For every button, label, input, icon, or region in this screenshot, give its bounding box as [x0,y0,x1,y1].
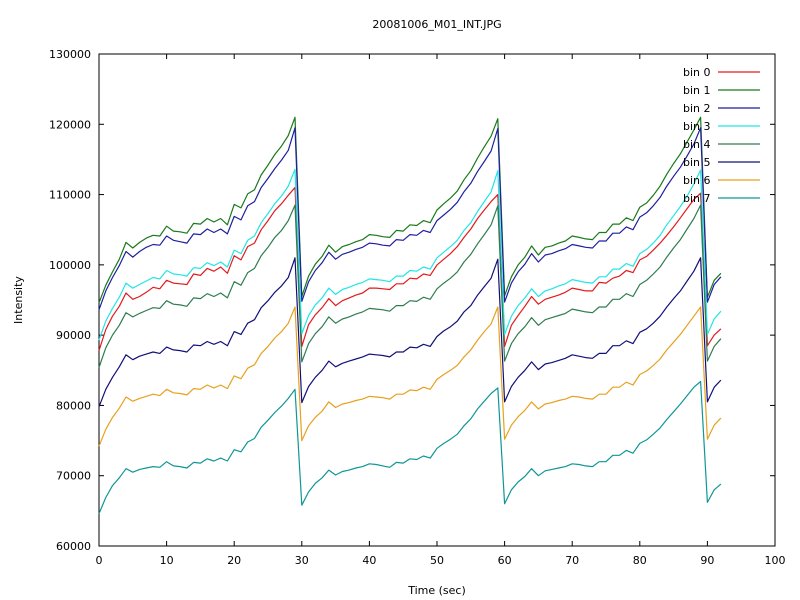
plot-frame [98,53,776,547]
series-line-7 [98,380,722,514]
y-tick-label: 60000 [56,540,91,553]
y-tick-label: 90000 [56,329,91,342]
chart-title: 20081006_M01_INT.JPG [372,18,501,31]
legend-label: bin 2 [683,102,711,115]
legend-label: bin 1 [683,84,711,97]
x-tick-label: 70 [565,554,579,567]
series-line-3 [98,168,722,341]
x-tick-label: 20 [227,554,241,567]
x-tick-label: 90 [700,554,714,567]
legend-label: bin 7 [683,192,711,205]
x-tick-label: 40 [362,554,376,567]
y-tick-label: 100000 [49,259,91,272]
x-tick-label: 0 [96,554,103,567]
series-lines [98,116,722,514]
x-tick-label: 50 [430,554,444,567]
legend-label: bin 4 [683,138,711,151]
series-line-5 [98,257,722,408]
x-axis: 0 10 20 30 40 50 60 70 80 90 100 [96,54,786,567]
x-tick-label: 30 [295,554,309,567]
y-axis: 60000 70000 80000 90000 100000 110000 120000 13… [49,48,775,553]
x-tick-label: 10 [160,554,174,567]
y-tick-label: 110000 [49,189,91,202]
series-line-4 [98,204,722,368]
x-axis-label: Time (sec) [407,584,466,597]
legend-label: bin 6 [683,174,711,187]
y-tick-label: 120000 [49,118,91,131]
x-tick-label: 80 [633,554,647,567]
legend-label: bin 5 [683,156,711,169]
legend-label: bin 0 [683,66,711,79]
y-axis-label: Intensity [12,276,25,324]
legend-label: bin 3 [683,120,711,133]
x-tick-label: 60 [498,554,512,567]
series-line-0 [98,186,722,351]
x-tick-label: 100 [765,554,786,567]
y-tick-label: 130000 [49,48,91,61]
series-line-1 [98,116,722,304]
legend: bin 0 bin 1 bin 2 bin 3 bin 4 bin 5 bin 6 bin 7 [683,66,760,205]
y-tick-label: 80000 [56,399,91,412]
series-line-6 [98,306,722,447]
y-tick-label: 70000 [56,470,91,483]
series-line-2 [98,127,722,311]
